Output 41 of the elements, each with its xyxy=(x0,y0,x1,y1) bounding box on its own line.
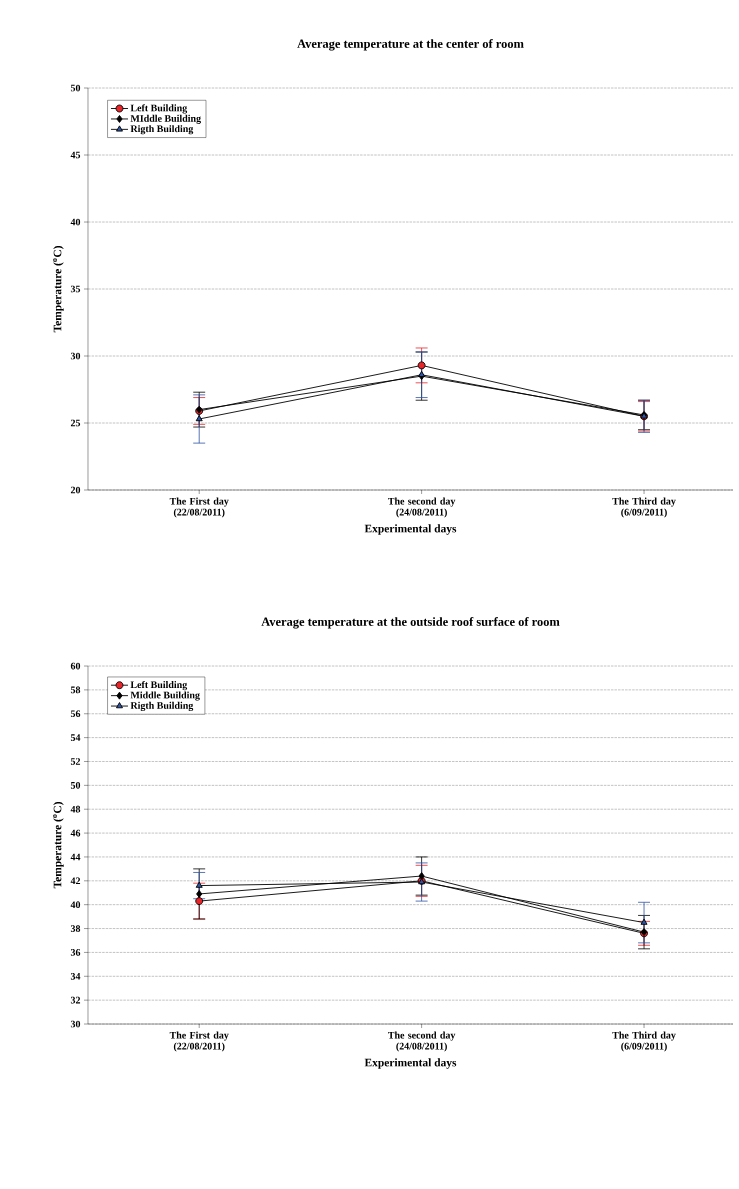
x-tick-label: The First day (22/08/2011) xyxy=(169,1031,229,1052)
legend-label: MIddle Building xyxy=(130,114,201,124)
y-tick-label: 34 xyxy=(70,972,81,980)
y-tick-label: 20 xyxy=(70,486,81,494)
x-tick-label: The First day (22/08/2011) xyxy=(169,497,229,518)
x-tick-label: The second day (24/08/2011) xyxy=(388,1031,456,1052)
chart-title: Average temperature at the outside roof surface of room xyxy=(261,617,560,629)
y-tick-label: 50 xyxy=(70,84,81,92)
y-axis-title: Temperature ($^{o}$C) xyxy=(53,802,64,889)
x-axis-title: Experimental days xyxy=(364,1058,457,1069)
y-tick-label: 32 xyxy=(70,996,81,1004)
y-tick-label: 30 xyxy=(70,352,81,360)
y-tick-label: 60 xyxy=(70,662,81,670)
x-axis-title: Experimental days xyxy=(364,524,457,535)
y-tick-label: 30 xyxy=(70,1020,81,1028)
y-tick-label: 52 xyxy=(70,758,81,765)
y-tick-label: 38 xyxy=(70,925,81,932)
y-tick-label: 56 xyxy=(70,710,81,718)
legend-label: Rigth Building xyxy=(130,125,194,135)
chart-title: Average temperature at the center of room xyxy=(297,39,524,51)
y-tick-label: 54 xyxy=(70,734,81,741)
y-tick-label: 58 xyxy=(70,686,81,694)
y-tick-label: 42 xyxy=(70,877,81,885)
y-tick-label: 36 xyxy=(70,949,81,956)
y-tick-label: 50 xyxy=(70,781,81,789)
x-tick-label: The Third day (6/09/2011) xyxy=(612,497,676,518)
y-tick-label: 44 xyxy=(70,853,81,861)
x-tick-label: The Third day (6/09/2011) xyxy=(612,1031,676,1052)
y-tick-label: 40 xyxy=(70,218,81,226)
legend-label: Left Building xyxy=(130,104,188,114)
legend-label: Left Building xyxy=(130,680,188,691)
x-tick-label: The second day (24/08/2011) xyxy=(388,497,456,518)
y-tick-label: 35 xyxy=(70,285,81,293)
y-tick-label: 40 xyxy=(70,901,81,909)
y-tick-label: 45 xyxy=(70,151,81,159)
y-tick-label: 48 xyxy=(70,805,81,813)
legend-label: Middle Building xyxy=(130,691,200,701)
y-tick-label: 25 xyxy=(70,419,81,427)
legend-label: Rigth Building xyxy=(130,701,194,711)
y-axis-title: Temperature ($^{o}$C) xyxy=(53,246,64,333)
y-tick-label: 46 xyxy=(70,829,81,837)
